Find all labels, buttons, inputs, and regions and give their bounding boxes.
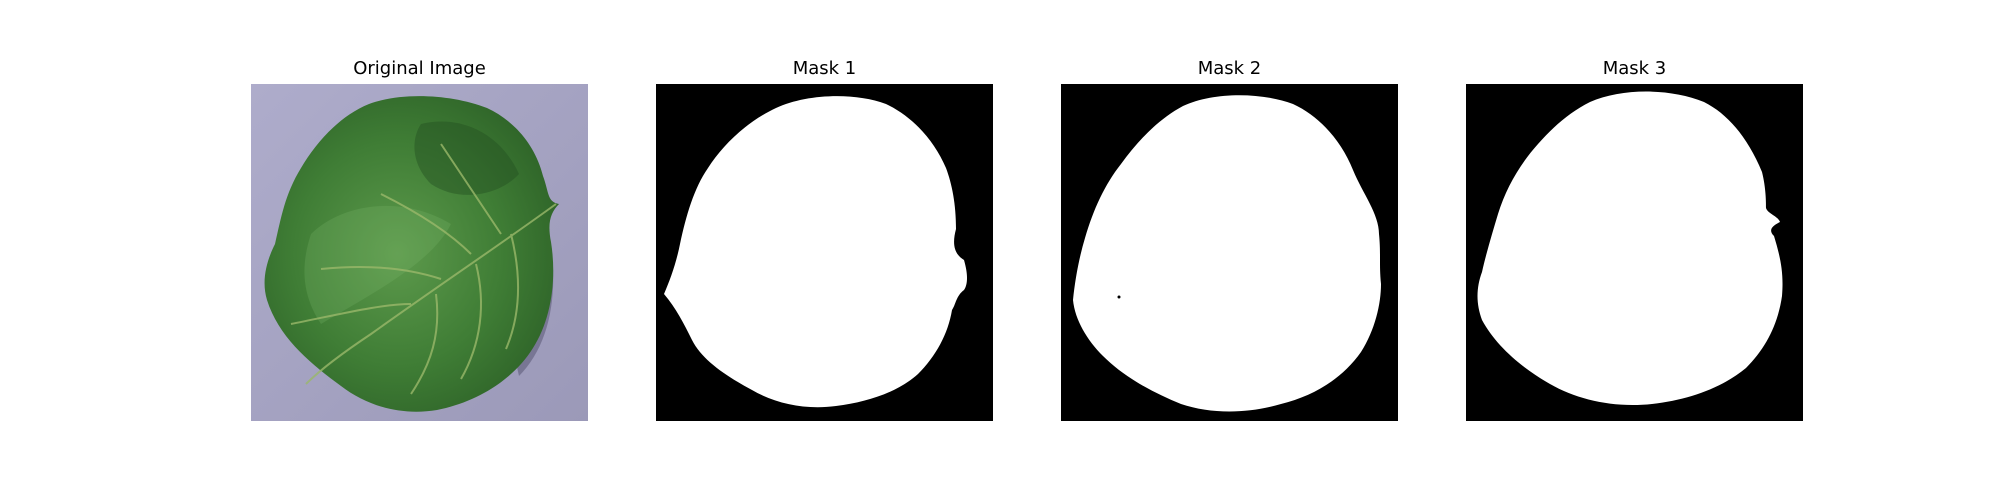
- leaf-photo: [251, 84, 588, 421]
- panel-title-mask-3: Mask 3: [1602, 58, 1667, 79]
- mask-foreground: [1073, 95, 1381, 412]
- leaf-mask-3: [1466, 84, 1803, 421]
- original-image: [251, 84, 588, 421]
- mask-speck: [1117, 295, 1121, 299]
- mask-2-image: [1061, 84, 1398, 421]
- mask-3-image: [1466, 84, 1803, 421]
- panel-title-mask-2: Mask 2: [1197, 58, 1262, 79]
- mask-foreground: [1477, 91, 1783, 406]
- panel-title-mask-1: Mask 1: [792, 58, 857, 79]
- leaf-highlight: [304, 205, 451, 324]
- leaf-dark-patch: [414, 121, 519, 195]
- leaf-veins: [290, 143, 557, 395]
- mask-foreground: [664, 96, 967, 408]
- panel-title-original: Original Image: [353, 58, 486, 79]
- leaf-mask-1: [656, 84, 993, 421]
- leaf-shape: [264, 96, 559, 412]
- mask-1-image: [656, 84, 993, 421]
- leaf-mask-2: [1061, 84, 1398, 421]
